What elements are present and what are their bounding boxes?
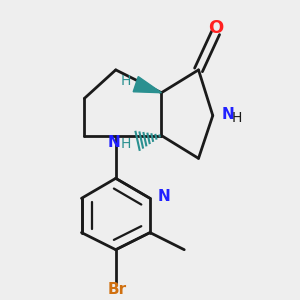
Text: O: O	[208, 19, 223, 37]
Text: N: N	[108, 135, 121, 150]
Text: N: N	[222, 106, 235, 122]
Text: N: N	[158, 189, 171, 204]
Text: H: H	[232, 111, 242, 125]
Polygon shape	[133, 76, 161, 93]
Text: H: H	[121, 74, 131, 88]
Text: Br: Br	[108, 282, 127, 297]
Text: H: H	[121, 136, 131, 151]
